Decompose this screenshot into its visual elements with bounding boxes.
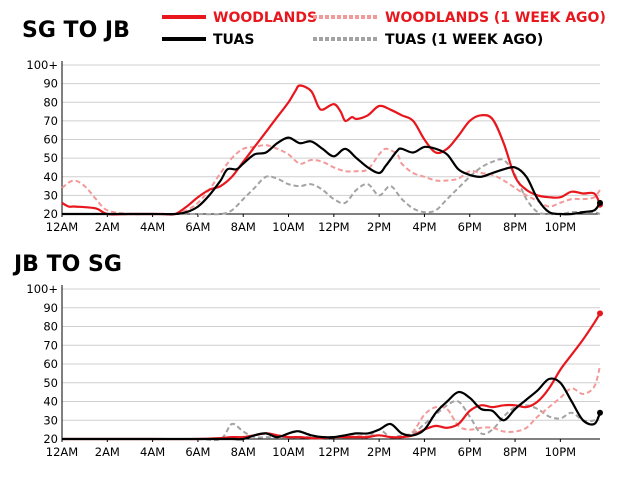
x-tick-label: 8AM [231, 220, 256, 234]
x-tick-label: 10AM [272, 220, 304, 234]
x-tick-label: 12AM [46, 445, 78, 459]
y-tick-label: 90 [43, 77, 58, 91]
x-tick-label: 4AM [140, 445, 165, 459]
y-tick-label: 70 [43, 114, 58, 128]
y-tick-label: 60 [43, 357, 58, 371]
x-tick-label: 8AM [231, 445, 256, 459]
series-line-tuas-prev [62, 158, 601, 216]
chart-panel-sg-to-jb: SG TO JB 20 30 40 50 60 70 80 90 100+ 12AM 2AM 4AM 6A… [22, 18, 603, 234]
y-tick-label: 40 [43, 395, 58, 409]
y-tick-label: 80 [43, 320, 58, 334]
legend-label-tuas-prev: TUAS (1 WEEK AGO) [385, 32, 543, 48]
x-tick-label: 2AM [95, 220, 120, 234]
x-tick-label: 12PM [318, 220, 350, 234]
x-tick-label: 10PM [545, 220, 577, 234]
grid-lines [62, 64, 600, 196]
y-tick-label: 80 [43, 95, 58, 109]
x-tick-label: 2AM [95, 445, 120, 459]
legend-item-tuas-prev: TUAS (1 WEEK AGO) [313, 32, 543, 48]
x-tick-label: 4PM [412, 445, 436, 459]
x-tick-label: 12AM [46, 220, 78, 234]
x-tick-label: 10AM [272, 445, 304, 459]
y-tick-label: 90 [43, 301, 58, 315]
legend-label-woodlands: WOODLANDS [213, 10, 317, 26]
x-tick-label: 6AM [185, 220, 210, 234]
x-tick-label: 2PM [367, 445, 391, 459]
x-tick-label: 12PM [318, 445, 350, 459]
x-tick-label: 10PM [545, 445, 577, 459]
x-tick-label: 6PM [458, 445, 482, 459]
series-line-woodlands [62, 312, 601, 441]
x-tick-label: 4PM [412, 220, 436, 234]
x-tick-label: 8PM [503, 220, 527, 234]
y-tick-label: 20 [43, 432, 58, 446]
y-tick-label: 30 [43, 188, 58, 202]
x-tick-label: 4AM [140, 220, 165, 234]
legend-item-woodlands-prev: WOODLANDS (1 WEEK AGO) [313, 10, 606, 26]
y-tick-label: 50 [43, 376, 58, 390]
y-tick-label: 70 [43, 338, 58, 352]
x-tick-label: 6PM [458, 220, 482, 234]
y-tick-label: 30 [43, 413, 58, 427]
series-line-woodlands-prev [62, 365, 601, 441]
legend-item-tuas: TUAS [162, 32, 254, 48]
chart-title-sg-to-jb: SG TO JB [22, 18, 130, 43]
y-tick-label: 60 [43, 133, 58, 147]
legend-item-woodlands: WOODLANDS [162, 10, 317, 26]
series-endpoint-tuas [597, 199, 603, 206]
legend-label-woodlands-prev: WOODLANDS (1 WEEK AGO) [385, 10, 606, 26]
chart-panel-jb-to-sg: JB TO SG 20 30 40 50 60 70 80 90 100+ 12AM 2AM 4AM 6A… [12, 252, 603, 459]
series-line-tuas [62, 377, 602, 441]
y-tick-label: 20 [43, 207, 58, 221]
series-line-woodlands-prev [61, 144, 601, 216]
series-line-tuas [62, 136, 601, 216]
y-tick-label: 100+ [26, 282, 58, 296]
series-endpoint-tuas [597, 409, 603, 416]
chart-title-jb-to-sg: JB TO SG [12, 252, 122, 277]
legend: WOODLANDS WOODLANDS (1 WEEK AGO) TUAS TUAS … [162, 10, 606, 48]
y-tick-label: 100+ [26, 58, 58, 72]
x-tick-label: 6AM [185, 445, 210, 459]
x-tick-label: 2PM [367, 220, 391, 234]
x-tick-label: 8PM [503, 445, 527, 459]
y-tick-label: 50 [43, 151, 58, 165]
y-tick-label: 40 [43, 170, 58, 184]
legend-label-tuas: TUAS [213, 32, 254, 48]
series-endpoint-woodlands [597, 310, 603, 317]
grid-lines [62, 288, 600, 421]
